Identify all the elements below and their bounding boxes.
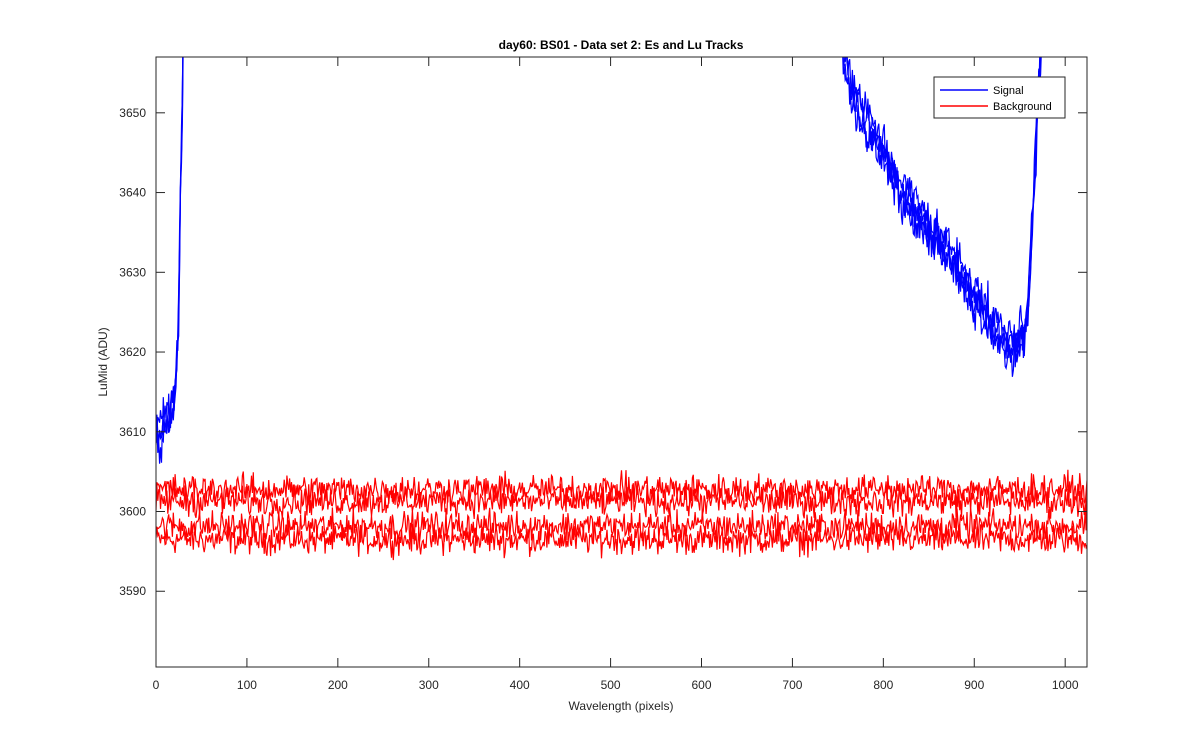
y-tick-label: 3610 [119, 425, 146, 439]
legend-signal-label: Signal [993, 85, 1024, 97]
background-line-2 [156, 507, 1087, 545]
legend-background-label: Background [993, 101, 1052, 113]
signal-line-4-part-2 [844, 57, 1041, 352]
x-tick-label: 200 [328, 678, 348, 692]
legend-box [933, 76, 1066, 119]
x-axis-label: Wavelength (pixels) [569, 699, 674, 713]
x-tick-label: 1000 [1052, 678, 1079, 692]
chart-title: day60: BS01 - Data set 2: Es and Lu Trac… [499, 38, 744, 52]
x-tick-label: 600 [691, 678, 711, 692]
signal-line-4-part-1 [156, 57, 184, 442]
axes-background [156, 57, 1087, 667]
y-tick-label: 3590 [119, 584, 146, 598]
legend: Signal Background [933, 76, 1066, 119]
background-line-4 [156, 469, 1087, 509]
y-tick-label: 3620 [119, 345, 146, 359]
y-tick-label: 3650 [119, 106, 146, 120]
plot-area [156, 57, 1087, 667]
x-tick-label: 400 [510, 678, 530, 692]
y-tick-label: 3600 [119, 505, 146, 519]
x-tick-label: 300 [419, 678, 439, 692]
y-tick-label: 3640 [119, 186, 146, 200]
ticks-layer: 0 100 200 300 400 500 600 700 800 900 1000 3590 3600… [119, 57, 1087, 692]
signal-line-2-part-2 [843, 57, 1041, 368]
x-tick-label: 0 [153, 678, 160, 692]
signal-line-3-part-2 [846, 57, 1041, 363]
axes-box [155, 56, 1088, 668]
x-tick-label: 700 [782, 678, 802, 692]
y-tick-label: 3630 [119, 265, 146, 279]
x-tick-label: 900 [964, 678, 984, 692]
y-axis-label: LuMid (ADU) [96, 327, 110, 396]
lines-layer [156, 57, 1087, 561]
x-tick-label: 500 [601, 678, 621, 692]
x-tick-label: 100 [237, 678, 257, 692]
x-tick-label: 800 [873, 678, 893, 692]
background-line-1 [156, 519, 1087, 561]
